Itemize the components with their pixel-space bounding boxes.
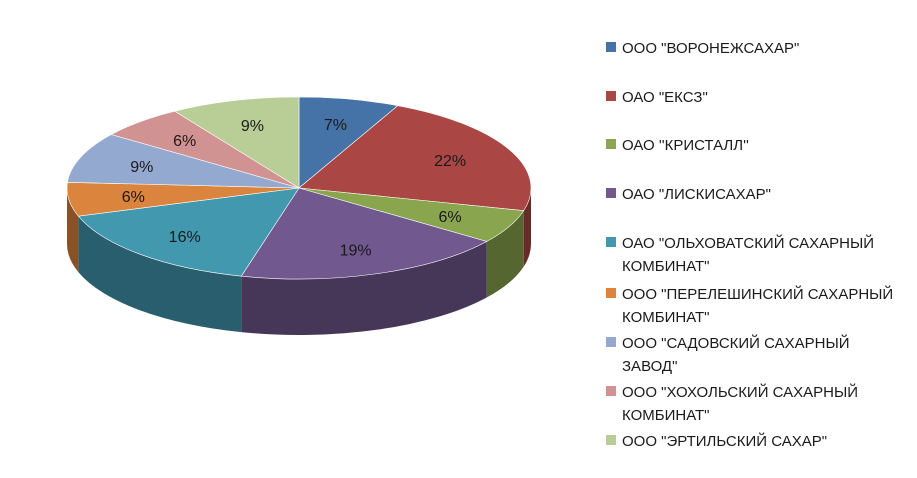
legend-label: ОАО "ЛИСКИСАХАР" (622, 186, 771, 203)
legend-label: ООО "ХОХОЛЬСКИЙ САХАРНЫЙ КОМБИНАТ" (622, 384, 859, 424)
legend-label: ОАО "ЕКСЗ" (622, 89, 708, 106)
legend-swatch (606, 91, 616, 101)
legend-label: ОАО ''КРИСТАЛЛ'' (622, 137, 749, 154)
data-label: 6% (173, 133, 196, 150)
pie-data-labels: 7% 22% 6% 19% 16% 6% 9% 6% 9% (122, 117, 466, 260)
legend-item: ОАО "ЕКСЗ" (606, 86, 906, 109)
data-label: 9% (130, 159, 153, 176)
legend-label: ОАО "ОЛЬХОВАТСКИЙ САХАРНЫЙ КОМБИНАТ" (622, 235, 875, 275)
pie-top-faces (66, 96, 532, 280)
pie-slice (67, 134, 300, 189)
data-label: 7% (324, 117, 347, 134)
legend-swatch (606, 435, 616, 445)
legend-swatch (606, 139, 616, 149)
legend-item: ОАО "ЛИСКИСАХАР" (606, 183, 906, 206)
legend-item: ООО "ВОРОНЕЖСАХАР" (606, 37, 906, 60)
pie-slice (298, 105, 532, 211)
pie-side-walls (67, 188, 531, 335)
legend-item: ООО "ЭРТИЛЬСКИЙ САХАР" (606, 430, 906, 453)
legend-item: ОАО "ОЛЬХОВАТСКИЙ САХАРНЫЙ КОМБИНАТ" (606, 232, 906, 278)
legend-item: ООО "ПЕРЕЛЕШИНСКИЙ САХАРНЫЙ КОМБИНАТ" (606, 283, 906, 329)
pie-plot: 7% 22% 6% 19% 16% 6% 9% 6% 9% (66, 96, 532, 335)
legend-label: ООО "ПЕРЕЛЕШИНСКИЙ САХАРНЫЙ КОМБИНАТ" (622, 286, 894, 326)
data-label: 6% (439, 209, 462, 226)
legend-swatch (606, 288, 616, 298)
legend-label: ООО "ЭРТИЛЬСКИЙ САХАР" (622, 433, 828, 450)
legend-item: ООО "ХОХОЛЬСКИЙ САХАРНЫЙ КОМБИНАТ" (606, 381, 906, 427)
legend-label: ООО "ВОРОНЕЖСАХАР" (622, 40, 800, 57)
pie-slice-side (486, 210, 524, 298)
legend-label: ООО "САДОВСКИЙ САХАРНЫЙ ЗАВОД" (622, 335, 850, 375)
legend-swatch (606, 337, 616, 347)
legend-swatch (606, 42, 616, 52)
chart-legend: ООО "ВОРОНЕЖСАХАР" ОАО "ЕКСЗ" ОАО ''КРИСТА… (606, 0, 911, 478)
legend-item: ОАО ''КРИСТАЛЛ'' (606, 134, 906, 157)
pie-slice-side (67, 188, 79, 273)
pie-slice-side (241, 241, 487, 335)
legend-swatch (606, 237, 616, 247)
data-label: 19% (340, 243, 372, 260)
pie-slice (173, 96, 300, 189)
data-label: 22% (434, 153, 466, 170)
legend-item: ООО "САДОВСКИЙ САХАРНЫЙ ЗАВОД" (606, 332, 906, 378)
pie-slice (240, 187, 488, 280)
legend-swatch (606, 188, 616, 198)
data-label: 16% (169, 229, 201, 246)
data-label: 6% (122, 189, 145, 206)
pie-slice-side (78, 216, 242, 333)
data-label: 9% (241, 118, 264, 135)
pie-slice (298, 96, 399, 189)
legend-swatch (606, 386, 616, 396)
pie-slice (77, 187, 300, 277)
